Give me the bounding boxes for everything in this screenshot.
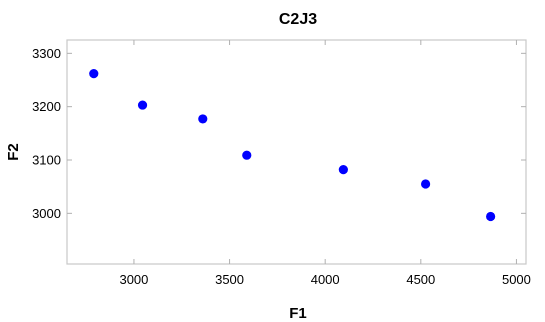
y-tick-label: 3200 xyxy=(32,99,61,114)
axis-ticks: 3000 3500 4000 4500 5000 3000 3100 3200 3300 xyxy=(32,40,531,287)
plot-frame xyxy=(66,39,527,265)
x-axis-label: F1 xyxy=(289,305,307,322)
data-points xyxy=(89,69,496,222)
x-tick-label: 5000 xyxy=(502,272,531,287)
data-point xyxy=(137,100,148,110)
x-tick-label: 3000 xyxy=(119,272,148,287)
data-point xyxy=(338,165,348,175)
data-point xyxy=(420,179,431,189)
y-axis-label: F2 xyxy=(5,143,22,161)
y-tick-label: 3000 xyxy=(32,206,61,221)
data-point xyxy=(486,211,496,222)
x-tick-label: 4500 xyxy=(406,272,435,287)
y-tick-label: 3100 xyxy=(32,153,61,168)
data-point xyxy=(89,69,99,79)
chart-title: C2J3 xyxy=(279,11,317,28)
data-point xyxy=(242,150,252,160)
y-tick-label: 3300 xyxy=(32,46,61,61)
x-tick-label: 3500 xyxy=(215,272,244,287)
data-point xyxy=(198,114,208,124)
x-tick-label: 4000 xyxy=(311,272,340,287)
